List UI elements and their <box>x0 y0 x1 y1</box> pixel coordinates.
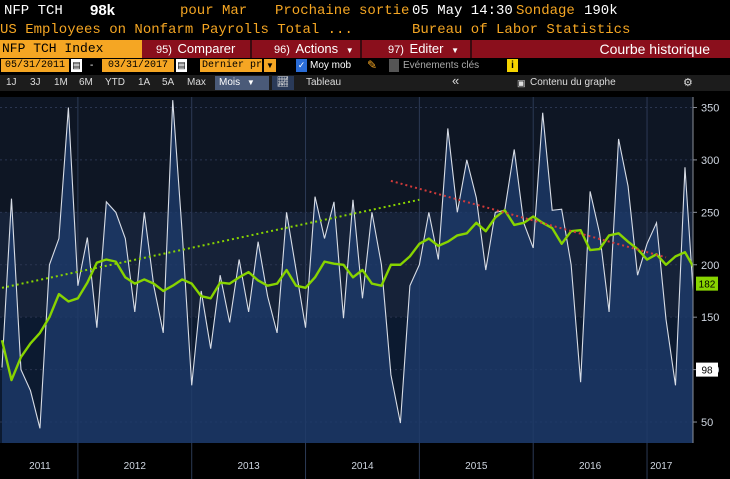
period-1d-button[interactable]: 1J <box>6 77 17 88</box>
date-separator: - <box>90 60 94 71</box>
edit-num: 97) <box>388 44 404 56</box>
ticker-label: NFP TCH <box>4 3 63 19</box>
period-label: pour Mar <box>180 3 248 19</box>
chart-area: 2011201220132014201520162017501001502002… <box>0 91 730 479</box>
actions-num: 96) <box>274 44 290 56</box>
moving-avg-checkbox[interactable]: ✓ <box>296 59 307 72</box>
x-tick-label: 2013 <box>238 461 261 472</box>
pencil-icon[interactable]: ✎ <box>367 58 378 72</box>
ma-value-label: 182 <box>699 280 716 291</box>
collapse-icon[interactable]: « <box>452 73 460 88</box>
uptrend-line <box>1 198 420 289</box>
x-tick-label: 2017 <box>650 461 673 472</box>
survey-label: Sondage <box>516 3 575 19</box>
moving-avg-label: Moy mob <box>310 60 352 71</box>
next-release-label: Prochaine sortie <box>275 3 410 19</box>
edit-label: Editer <box>409 41 444 56</box>
toolbar: NFP TCH Index 95) Comparer 96) Actions ▼… <box>0 40 730 58</box>
y-tick-label: 200 <box>701 260 719 272</box>
series-description: US Employees on Nonfarm Payrolls Total .… <box>0 22 353 38</box>
period-5y-button[interactable]: 5A <box>162 77 175 88</box>
quote-header: NFP TCH 98k pour Mar Prochaine sortie 05… <box>0 0 730 22</box>
y-tick-label: 150 <box>701 312 719 324</box>
latest-value: 98k <box>90 2 116 19</box>
edit-button[interactable]: 97) Editer ▼ <box>362 40 470 58</box>
line-chart-icon[interactable]: 📈︎ <box>272 76 294 90</box>
period-1m-button[interactable]: 1M <box>54 77 68 88</box>
date-controls: 05/31/2011 ▤ - 03/31/2017 ▤ Dernier prix… <box>0 58 730 74</box>
chart-title: Courbe historique <box>599 41 710 57</box>
moving-average-line <box>0 209 730 382</box>
index-name-field[interactable]: NFP TCH Index <box>0 40 142 58</box>
price-type-select[interactable]: Dernier prix <box>200 59 275 72</box>
x-tick-label: 2014 <box>351 461 374 472</box>
next-release-date: 05 May 14:30 <box>412 3 513 19</box>
period-max-button[interactable]: Max <box>187 77 206 88</box>
actions-button[interactable]: 96) Actions ▼ <box>252 40 360 58</box>
last-value-label: 98 <box>701 366 713 377</box>
settings-icon[interactable]: ⚙ <box>683 77 693 89</box>
y-tick-label: 350 <box>701 102 719 114</box>
period-6m-button[interactable]: 6M <box>79 77 93 88</box>
end-date-field[interactable]: 03/31/2017 <box>102 59 174 72</box>
y-tick-label: 250 <box>701 207 719 219</box>
ma-value-badge <box>696 276 718 291</box>
period-bar: 1J 3J 1M 6M YTD 1A 5A Max Mois ▼ 📈︎ Tabl… <box>0 73 730 91</box>
start-date-field[interactable]: 05/31/2011 <box>1 59 69 72</box>
y-tick-label: 50 <box>701 417 713 429</box>
table-button[interactable]: Tableau <box>306 77 342 88</box>
price-type-dropdown-icon[interactable]: ▼ <box>264 59 276 72</box>
chart-content-icon[interactable]: ▣ <box>517 78 526 88</box>
compare-label: Comparer <box>177 41 236 56</box>
monthly-series-line <box>1 100 730 429</box>
period-1y-button[interactable]: 1A <box>138 77 151 88</box>
monthly-area <box>2 100 730 443</box>
data-source: Bureau of Labor Statistics <box>412 22 631 38</box>
actions-label: Actions <box>295 41 339 56</box>
x-tick-label: 2011 <box>29 461 51 472</box>
frequency-label: Mois <box>219 77 241 88</box>
y-tick-label: 300 <box>701 155 719 167</box>
frequency-dropdown-icon: ▼ <box>246 78 255 87</box>
last-value-badge <box>696 362 718 377</box>
info-icon[interactable]: i <box>507 59 518 72</box>
frequency-select[interactable]: Mois ▼ <box>215 76 269 90</box>
chart-content-button[interactable]: Contenu du graphe <box>530 77 616 88</box>
edit-dropdown-icon: ▼ <box>451 46 460 55</box>
events-checkbox[interactable] <box>389 59 399 72</box>
x-tick-label: 2016 <box>579 461 602 472</box>
actions-dropdown-icon: ▼ <box>345 46 354 55</box>
survey-value: 190k <box>584 3 618 19</box>
events-label: Evénements clés <box>403 60 480 71</box>
compare-button[interactable]: 95) Comparer <box>142 40 250 58</box>
chart-title-tab: Courbe historique <box>472 40 730 58</box>
description-row: US Employees on Nonfarm Payrolls Total .… <box>0 22 730 39</box>
compare-num: 95) <box>156 44 172 56</box>
end-calendar-icon[interactable]: ▤ <box>176 59 187 72</box>
period-3d-button[interactable]: 3J <box>30 77 41 88</box>
x-tick-label: 2012 <box>124 461 147 472</box>
x-tick-label: 2015 <box>465 461 488 472</box>
period-ytd-button[interactable]: YTD <box>105 77 125 88</box>
start-calendar-icon[interactable]: ▤ <box>71 59 82 72</box>
